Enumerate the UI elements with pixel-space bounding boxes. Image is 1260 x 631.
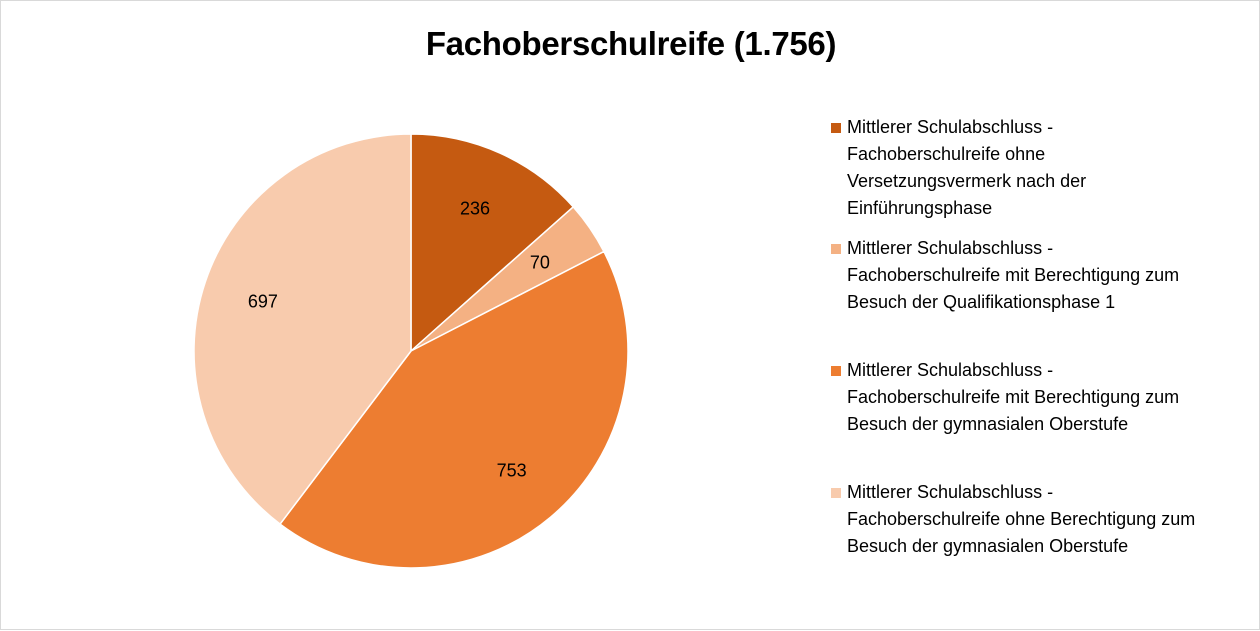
legend-swatch xyxy=(831,488,841,498)
pie-slice xyxy=(410,133,575,353)
chart-title: Fachoberschulreife (1.756) xyxy=(425,25,837,62)
legend-label: Mittlerer Schulabschluss - Fachoberschul… xyxy=(847,117,1087,218)
slice-value-label: 753 xyxy=(497,461,527,481)
pie-slices xyxy=(193,133,629,569)
slice-value-label: 70 xyxy=(530,253,550,273)
legend-label: Mittlerer Schulabschluss - Fachoberschul… xyxy=(847,360,1180,434)
slice-value-label: 697 xyxy=(248,291,278,311)
legend-label: Mittlerer Schulabschluss - Fachoberschul… xyxy=(847,482,1196,556)
legend-swatch xyxy=(831,123,841,133)
legend-swatch xyxy=(831,366,841,376)
legend-swatch xyxy=(831,244,841,254)
pie-slice xyxy=(193,133,412,526)
legend-label: Mittlerer Schulabschluss - Fachoberschul… xyxy=(847,238,1180,312)
pie-data-labels: 236 70 753 697 xyxy=(248,198,550,480)
pie-slice xyxy=(279,250,629,569)
slice-value-label: 236 xyxy=(460,198,490,218)
